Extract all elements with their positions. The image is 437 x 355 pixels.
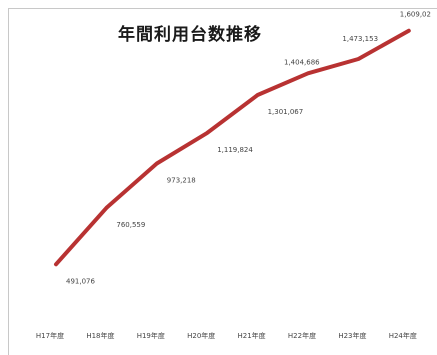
data-label: 1,301,067 [268,108,304,116]
x-tick-label: H18年度 [86,331,114,340]
x-tick-label: H24年度 [389,331,417,340]
data-label: 1,404,686 [284,58,320,66]
x-tick-layer: H17年度 H18年度 H19年度 H20年度 H21年度 H22年度 H23年度 H24年度 [36,331,417,340]
data-label: 1,119,824 [217,146,253,154]
x-tick-label: H22年度 [288,331,316,340]
series-line [54,28,411,267]
x-tick-label: H23年度 [338,331,366,340]
data-label: 1,473,153 [342,35,378,43]
data-label: 760,559 [116,221,145,229]
data-label: 1,609,02 [400,11,431,19]
data-label: 973,218 [167,177,196,185]
chart-title: 年間利用台数推移 [118,25,262,45]
x-tick-label: H20年度 [187,331,215,340]
x-tick-label: H17年度 [36,331,64,340]
series-line-layer [54,28,411,267]
x-tick-label: H19年度 [137,331,165,340]
chart-frame [8,8,437,355]
x-tick-label: H21年度 [238,331,266,340]
data-label-layer: 491,076 760,559 973,218 1,119,824 1,301,067 1… [66,11,431,286]
data-label: 491,076 [66,277,95,285]
